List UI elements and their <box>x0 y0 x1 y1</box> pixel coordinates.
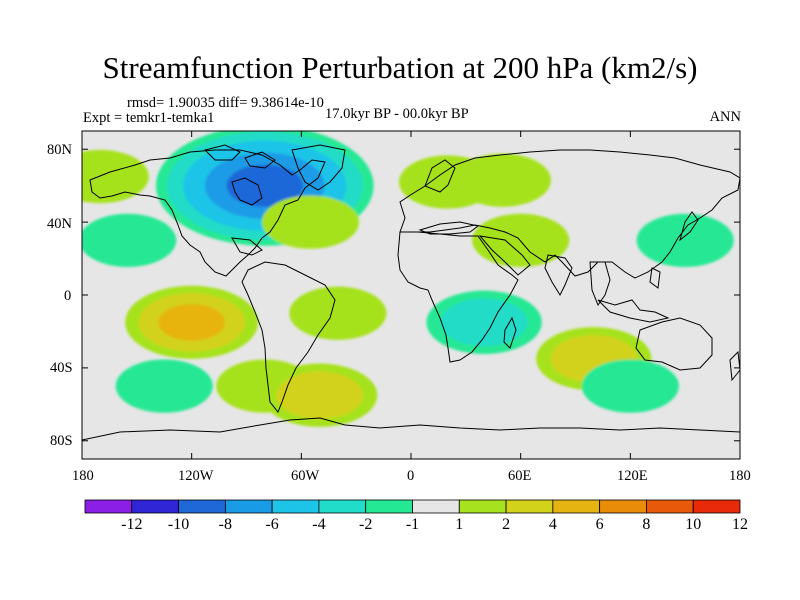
coast-gulf <box>231 237 263 256</box>
coast-madagascar <box>503 316 517 349</box>
coast-india <box>544 254 573 297</box>
colorbar-swatch-11 <box>599 499 647 514</box>
colorbar-swatch-12 <box>646 499 694 514</box>
coast-greenland <box>291 144 346 191</box>
colorbar-label-8: 2 <box>502 516 511 533</box>
coast-mediterranean <box>418 221 480 235</box>
anomaly-6-level-0 <box>82 213 177 267</box>
lon-label-0: 0 <box>407 468 415 484</box>
anomaly-1-level-0 <box>82 149 149 204</box>
colorbar-swatch-1 <box>131 499 179 514</box>
colorbar-label-6: -1 <box>405 516 420 533</box>
anomaly-fields <box>82 131 734 427</box>
anomaly-9-level-0 <box>289 286 387 340</box>
colorbar-swatch-6 <box>365 499 413 514</box>
colorbar-label-9: 4 <box>548 516 557 533</box>
stats-text: rmsd= 1.90035 diff= 9.38614e-10 <box>127 95 324 111</box>
coast-scandinavia <box>424 159 456 193</box>
anomaly-7-level-0 <box>636 213 734 267</box>
coast-japan <box>679 211 699 242</box>
colorbar <box>84 499 741 514</box>
anomaly-8-level-2 <box>158 304 225 341</box>
coast-new-zealand <box>729 350 740 382</box>
coast-north-america <box>89 149 326 277</box>
colorbar-swatch-0 <box>84 499 133 514</box>
colorbar-label-4: -4 <box>312 516 326 533</box>
anomaly-10-level-1 <box>440 298 528 347</box>
colorbar-label-1: -10 <box>167 516 190 533</box>
coast-antarctica <box>82 417 740 441</box>
anomaly-2-level-0 <box>261 195 360 249</box>
colorbar-label-11: 8 <box>642 516 651 533</box>
anomaly-5-level-0 <box>472 213 570 267</box>
coastlines <box>82 144 740 441</box>
colorbar-swatch-10 <box>552 499 601 514</box>
colorbar-label-12: 10 <box>685 516 702 533</box>
coast-arctic-islands <box>204 144 276 169</box>
colorbar-label-10: 6 <box>595 516 604 533</box>
lat-label-80s: 80S <box>50 433 73 449</box>
coast-australia <box>635 317 713 371</box>
colorbar-swatch-13 <box>692 499 741 514</box>
coast-south-america <box>241 261 336 413</box>
coast-hudson-bay <box>231 177 263 206</box>
coast-philippines <box>649 267 661 289</box>
anomaly-0-level-4 <box>226 164 303 207</box>
anomaly-13-level-0 <box>115 359 213 413</box>
lat-label-40n: 40N <box>47 216 72 232</box>
colorbar-swatch-9 <box>505 499 554 514</box>
coast-indochina <box>589 261 611 307</box>
lon-label-120w: 120W <box>178 468 214 484</box>
lat-label-80n: 80N <box>47 142 72 158</box>
colorbar-label-5: -2 <box>359 516 373 533</box>
lat-label-0: 0 <box>64 288 72 304</box>
lon-label-180e: 180 <box>729 468 751 484</box>
coast-indonesia <box>597 299 670 323</box>
colorbar-label-3: -6 <box>265 516 279 533</box>
colorbar-label-7: 1 <box>455 516 464 533</box>
colorbar-swatch-7 <box>412 499 460 514</box>
plot-title: Streamfunction Perturbation at 200 hPa (… <box>102 50 698 85</box>
anomaly-12-level-0 <box>581 359 679 413</box>
coast-eurasia <box>399 149 740 279</box>
coast-africa <box>397 231 519 363</box>
lat-label-40s: 40S <box>50 360 73 376</box>
colorbar-label-2: -8 <box>218 516 232 533</box>
anomaly-4-level-0 <box>398 155 497 209</box>
colorbar-label-13: 12 <box>732 516 748 533</box>
colorbar-swatch-4 <box>271 499 320 514</box>
lon-label-120e: 120E <box>617 468 648 484</box>
coast-arabia <box>478 235 531 276</box>
colorbar-swatch-8 <box>458 499 507 514</box>
lon-label-180w: 180 <box>72 468 94 484</box>
colorbar-swatch-5 <box>318 499 367 514</box>
experiment-text: Expt = temkr1-temka1 <box>83 110 215 126</box>
axis-ticks <box>81 131 741 459</box>
colorbar-swatch-2 <box>178 499 226 514</box>
lon-label-60e: 60E <box>508 468 532 484</box>
colorbar-label-0: -12 <box>121 516 143 533</box>
season-text: ANN <box>709 109 741 125</box>
colorbar-swatch-3 <box>224 499 273 514</box>
anomaly-15-level-1 <box>276 371 363 419</box>
period-text: 17.0kyr BP - 00.0kyr BP <box>325 106 469 122</box>
lon-label-60w: 60W <box>291 468 320 484</box>
